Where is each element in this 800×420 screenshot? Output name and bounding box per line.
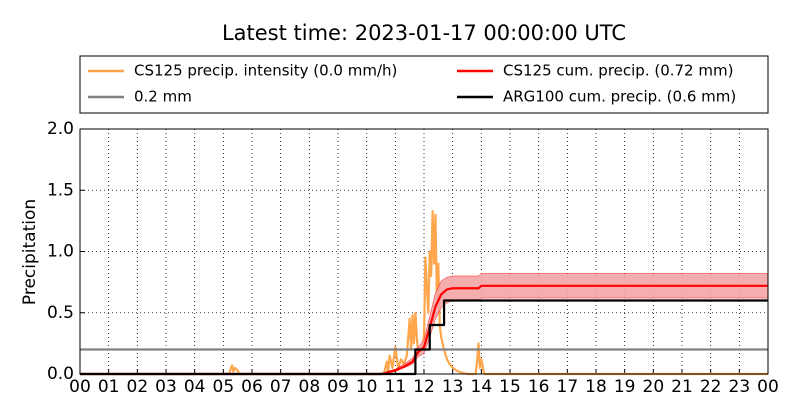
y-tick-label: 1.5 [47,180,74,200]
y-axis-label: Precipitation [20,199,40,305]
x-tick-label: 17 [557,377,579,397]
x-tick-label: 12 [413,377,435,397]
x-tick-label: 13 [442,377,464,397]
legend-label: CS125 precip. intensity (0.0 mm/h) [134,62,397,80]
x-tick-label: 00 [69,377,91,397]
x-tick-label: 21 [671,377,693,397]
y-tick-label: 2.0 [47,119,74,139]
x-tick-label: 10 [356,377,378,397]
x-tick-label: 03 [155,377,177,397]
x-tick-label: 04 [184,377,206,397]
chart-title: Latest time: 2023-01-17 00:00:00 UTC [222,21,626,45]
x-tick-label: 22 [700,377,722,397]
x-tick-label: 09 [327,377,349,397]
x-tick-label: 00 [757,377,779,397]
x-tick-label: 14 [471,377,493,397]
legend [79,55,769,114]
x-tick-label: 07 [270,377,292,397]
x-tick-label: 20 [643,377,665,397]
y-tick-label: 0.5 [47,303,74,323]
legend-label: 0.2 mm [134,88,192,106]
x-tick-label: 16 [528,377,550,397]
legend-label: ARG100 cum. precip. (0.6 mm) [503,88,736,106]
x-tick-label: 23 [729,377,751,397]
x-tick-label: 11 [385,377,407,397]
x-tick-label: 02 [127,377,149,397]
y-tick-label: 0.0 [47,364,74,384]
x-tick-label: 19 [614,377,636,397]
y-tick-label: 1.0 [47,242,74,262]
x-tick-label: 18 [585,377,607,397]
legend-label: CS125 cum. precip. (0.72 mm) [503,62,733,80]
series-line [80,299,768,376]
x-tick-label: 05 [213,377,235,397]
x-tick-label: 06 [241,377,263,397]
x-tick-label: 01 [98,377,120,397]
x-tick-label: 15 [499,377,521,397]
plot-frame [79,128,769,375]
x-tick-label: 08 [299,377,321,397]
